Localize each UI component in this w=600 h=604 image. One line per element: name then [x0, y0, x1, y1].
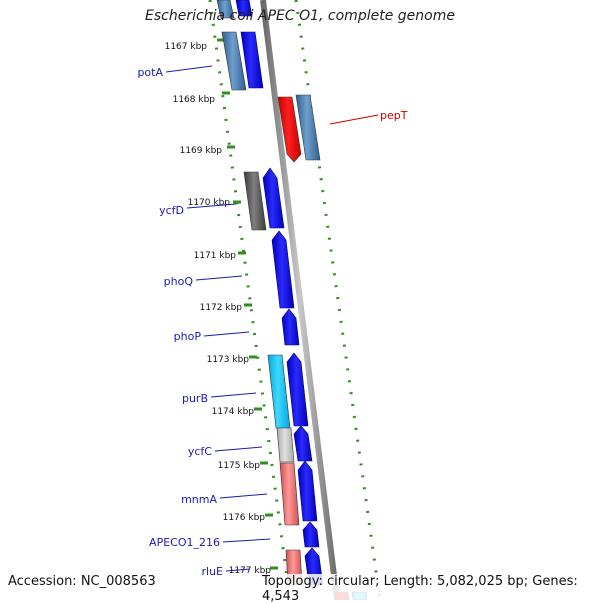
tick-label-1168: 1168 kbp — [173, 95, 216, 105]
map-title: Escherichia coli APEC O1, complete genom… — [145, 8, 455, 24]
cog-track — [216, 0, 303, 586]
cds-arrow-mnmA[interactable] — [297, 460, 318, 522]
tick-label-1172: 1172 kbp — [200, 303, 243, 313]
connector-pepT — [329, 114, 379, 125]
gene-label-phoQ[interactable]: phoQ — [164, 275, 194, 288]
cog-feature-pepT[interactable] — [295, 94, 321, 161]
tick-label-1175: 1175 kbp — [218, 461, 261, 471]
cds-arrow-ycfC[interactable] — [293, 425, 313, 462]
cds-arrow-pepT[interactable] — [277, 96, 302, 163]
label-connectors — [165, 65, 379, 572]
connector-ycfD — [186, 203, 237, 209]
cds-arrow-potA[interactable] — [240, 31, 264, 89]
genome-backbone — [260, 0, 340, 600]
cds-arrow-purB[interactable] — [286, 352, 309, 427]
gene-label-mnmA[interactable]: mnmA — [181, 493, 217, 506]
cds-arrow-ycfD[interactable] — [262, 167, 285, 229]
accession-label: Accession: NC_008563 — [8, 574, 156, 589]
cds-arrow-APECO1_216[interactable] — [302, 521, 320, 548]
connector-potA — [165, 65, 213, 73]
tick-label-1173: 1173 kbp — [207, 355, 250, 365]
cds-arrow-phoP[interactable] — [281, 308, 300, 346]
gene-label-potA[interactable]: potA — [137, 66, 163, 79]
connector-phoQ — [195, 275, 243, 281]
tick-label-1167: 1167 kbp — [165, 42, 208, 52]
connector-mnmA — [219, 493, 268, 499]
cog-feature-ycfC[interactable] — [276, 427, 295, 463]
connector-purB — [210, 392, 257, 398]
cog-feature-potA[interactable] — [221, 31, 247, 91]
tick-label-1174: 1174 kbp — [212, 407, 255, 417]
connector-ycfC — [214, 446, 263, 452]
connector-rluE — [225, 568, 251, 572]
gene-label-rluE[interactable]: rluE — [201, 565, 223, 578]
tick-label-1171: 1171 kbp — [194, 251, 237, 261]
tick-label-1169: 1169 kbp — [180, 146, 223, 156]
outer-ruler-left — [208, 0, 292, 600]
connector-phoP — [203, 331, 250, 337]
gene-label-pepT[interactable]: pepT — [380, 109, 408, 122]
cog-feature-potA-top[interactable] — [216, 0, 235, 19]
cog-feature-ycfD[interactable] — [243, 171, 267, 231]
tick-label-1177: 1177 kbp — [229, 566, 272, 576]
forward-cds-track — [235, 0, 324, 586]
inner-ruler-right — [294, 0, 382, 600]
cog-feature-purB[interactable] — [267, 354, 291, 429]
genome-summary: Topology: circular; Length: 5,082,025 bp… — [262, 574, 600, 604]
gene-label-purB[interactable]: purB — [182, 392, 208, 405]
cds-arrow-phoQ[interactable] — [271, 230, 295, 309]
gene-label-ycfD[interactable]: ycfD — [159, 204, 184, 217]
gene-label-APECO1_216[interactable]: APECO1_216 — [149, 536, 220, 549]
cog-feature-mnmA[interactable] — [279, 462, 300, 526]
gene-label-phoP[interactable]: phoP — [174, 330, 202, 343]
tick-label-1170: 1170 kbp — [188, 198, 231, 208]
cds-arrow-potA-top[interactable] — [235, 0, 253, 17]
tick-label-1176: 1176 kbp — [223, 513, 266, 523]
gene-label-ycfC[interactable]: ycfC — [188, 445, 212, 458]
connector-APECO1_216 — [222, 538, 271, 543]
